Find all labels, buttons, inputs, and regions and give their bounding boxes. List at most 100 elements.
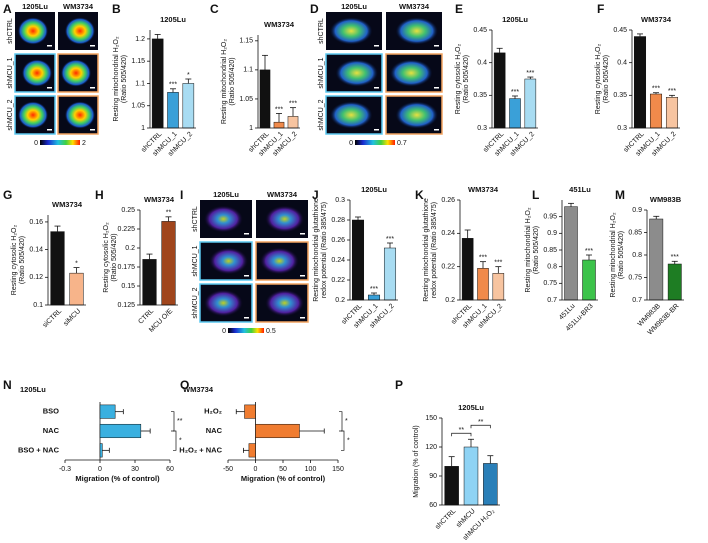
- bar: [649, 93, 663, 129]
- colorbar-label: 0: [34, 140, 38, 147]
- chart-title: 1205Lu: [160, 15, 186, 24]
- chart-title: WM3734: [52, 200, 83, 209]
- bar: [99, 443, 103, 458]
- scale-bar: [374, 129, 379, 131]
- cell: [208, 247, 249, 275]
- y-axis-label: Resting mitochondrial H₂O₂: [610, 212, 617, 297]
- y-axis-label: Resting cytosolic H₂O₂: [455, 44, 462, 115]
- x-tick-label: 50: [279, 466, 287, 473]
- colorbar: [228, 328, 264, 333]
- scale-bar: [244, 233, 249, 235]
- bar: [142, 259, 157, 306]
- y-axis-label: Resting mitochondrial H₂O₂: [525, 207, 532, 292]
- y-tick-label: 0.25: [121, 207, 135, 214]
- significance: ***: [386, 236, 394, 243]
- y-tick-label: 0.175: [117, 264, 135, 271]
- panel-letter: D: [310, 2, 319, 16]
- significance: ***: [169, 82, 177, 89]
- x-tick-label: siCTRL: [42, 308, 64, 330]
- y-tick-label: 120: [425, 444, 437, 451]
- image-column-label: 1205Lu: [22, 2, 48, 11]
- y-tick-label: 1: [249, 125, 253, 132]
- cell: [64, 101, 96, 129]
- y-axis-label: (Ratio 505/420): [618, 231, 625, 279]
- image-row-label: shCTRL: [192, 206, 199, 232]
- x-tick-label: shCTRL: [434, 508, 457, 531]
- cell: [259, 247, 300, 275]
- bar: [461, 238, 474, 301]
- comparison-label: *: [179, 438, 182, 445]
- cell: [203, 289, 244, 317]
- y-tick-label: 1.15: [131, 58, 145, 65]
- bar: [477, 268, 489, 301]
- bar: [287, 116, 299, 129]
- comparison-bracket: [171, 411, 175, 432]
- bar: [161, 221, 176, 306]
- scale-bar: [300, 317, 305, 319]
- y-tick-label: 0.45: [613, 27, 627, 34]
- scale-bar: [434, 87, 439, 89]
- bar: [524, 78, 537, 129]
- chart-title: 1205Lu: [20, 385, 46, 394]
- cell: [60, 59, 92, 87]
- y-axis-label: (Ratio 505/420): [121, 55, 128, 103]
- significance: ***: [671, 254, 679, 261]
- bar: [483, 463, 498, 506]
- y-tick-label: H₂O₂ + NAC: [179, 445, 222, 454]
- significance: ***: [370, 286, 378, 293]
- cell: [21, 59, 53, 87]
- comparison-bracket: [173, 430, 177, 451]
- y-axis-label: Resting mitochondrial glutathione: [423, 198, 430, 302]
- panel-letter: E: [455, 2, 463, 16]
- x-tick-label: -50: [223, 466, 233, 473]
- y-tick-label: 0.2: [335, 297, 345, 304]
- y-tick-label: 0.4: [617, 60, 627, 67]
- y-tick-label: 0.24: [441, 230, 455, 237]
- significance: ***: [479, 255, 487, 262]
- scale-bar: [90, 45, 95, 47]
- scale-bar: [300, 233, 305, 235]
- y-axis-label: (Ratio 505/420): [19, 236, 26, 284]
- bar: [351, 219, 365, 301]
- y-tick-label: 1.1: [135, 80, 145, 87]
- scale-bar: [300, 275, 305, 277]
- y-tick-label: 0.16: [29, 219, 43, 226]
- y-tick-label: 1.2: [135, 36, 145, 43]
- image-row-label: shMCU_1: [192, 245, 199, 276]
- significance: ***: [289, 101, 297, 108]
- bar: [463, 446, 479, 506]
- y-tick-label: 0.2: [125, 245, 135, 252]
- scale-bar: [90, 87, 95, 89]
- y-tick-label: 60: [429, 502, 437, 509]
- y-axis-label: (Ratio 505/420): [229, 57, 236, 105]
- bar: [665, 97, 679, 129]
- y-axis-label: Resting mitochondrial H₂O₂: [113, 36, 120, 121]
- bar: [493, 52, 506, 129]
- bar: [667, 263, 682, 301]
- y-tick-label: 0.28: [331, 217, 345, 224]
- y-tick-label: 0.125: [117, 302, 135, 309]
- scale-bar: [47, 87, 52, 89]
- bar: [255, 423, 300, 439]
- y-tick-label: 1.05: [239, 96, 253, 103]
- bar: [167, 92, 179, 129]
- y-tick-label: 0.85: [628, 229, 642, 236]
- image-row-label: shMCU_1: [7, 57, 14, 88]
- image-column-label: WM3734: [63, 2, 94, 11]
- x-tick-label: 30: [131, 466, 139, 473]
- y-tick-label: NAC: [206, 426, 223, 435]
- x-tick-label: 60: [166, 466, 174, 473]
- panel-letter: B: [112, 2, 121, 16]
- y-axis-label: redox potential (Ratio 385/475): [321, 202, 328, 298]
- chart-title: 1205Lu: [458, 403, 484, 412]
- cell: [203, 205, 244, 233]
- bar: [244, 404, 256, 419]
- bar: [99, 423, 142, 439]
- x-tick-label: 0: [98, 466, 102, 473]
- x-tick-label: siMCU: [62, 308, 82, 328]
- y-tick-label: BSO + NAC: [18, 445, 60, 454]
- colorbar-label: 0.7: [397, 140, 407, 147]
- y-tick-label: 0.85: [543, 247, 557, 254]
- chart-title: WM983B: [650, 195, 682, 204]
- y-tick-label: 0.26: [331, 237, 345, 244]
